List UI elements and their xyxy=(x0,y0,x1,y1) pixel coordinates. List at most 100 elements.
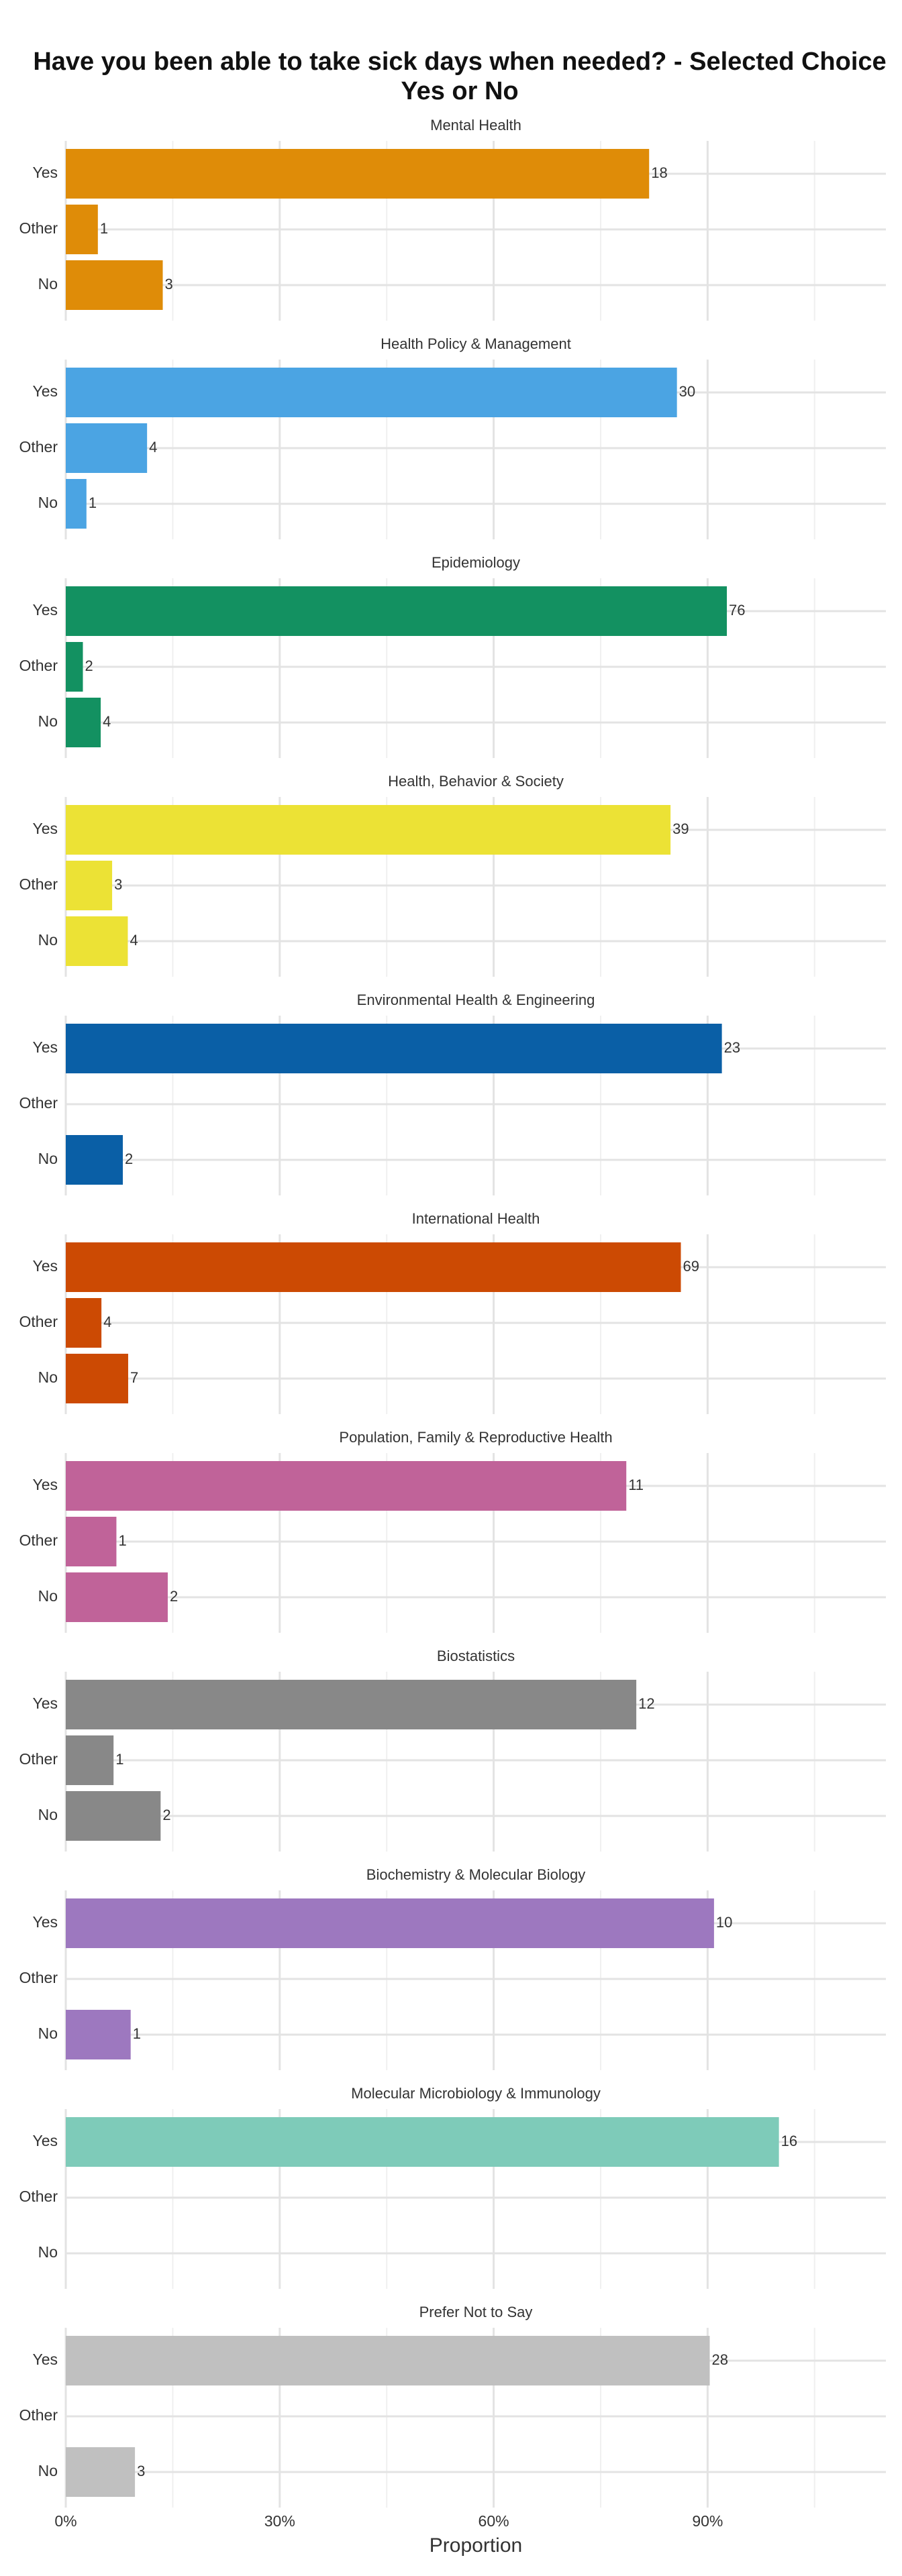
y-tick-label: Yes xyxy=(32,820,58,837)
facet-title: Mental Health xyxy=(430,117,521,133)
data-label: 1 xyxy=(115,1751,123,1768)
y-tick-label: Other xyxy=(19,219,58,237)
y-tick-label: Other xyxy=(19,1969,58,1986)
bar xyxy=(66,1791,161,1841)
y-tick-label: No xyxy=(38,2025,58,2042)
x-axis-label: Proportion xyxy=(430,2534,522,2557)
data-label: 11 xyxy=(628,1477,644,1493)
y-tick-label: Yes xyxy=(32,2132,58,2149)
bar xyxy=(66,698,101,747)
facet-title: Prefer Not to Say xyxy=(419,2304,533,2320)
y-tick-label: Yes xyxy=(32,1913,58,1931)
bar xyxy=(66,1572,168,1622)
data-label: 2 xyxy=(170,1588,178,1605)
y-tick-label: Other xyxy=(19,657,58,674)
y-tick-label: No xyxy=(38,2462,58,2479)
bar xyxy=(66,2010,131,2059)
bar xyxy=(66,1354,128,1403)
y-tick-label: Yes xyxy=(32,382,58,400)
data-label: 1 xyxy=(100,220,108,237)
facet-title: Biochemistry & Molecular Biology xyxy=(366,1866,585,1883)
y-tick-label: Yes xyxy=(32,1257,58,1275)
x-tick-label: 90% xyxy=(692,2512,723,2530)
y-tick-label: Yes xyxy=(32,164,58,181)
bar xyxy=(66,586,728,636)
data-label: 4 xyxy=(130,932,138,949)
bar xyxy=(66,1680,637,1729)
facet-title: Population, Family & Reproductive Health xyxy=(339,1429,612,1446)
bar xyxy=(66,479,87,529)
facet-title: Health, Behavior & Society xyxy=(388,773,564,790)
facet-title: Environmental Health & Engineering xyxy=(357,991,595,1008)
y-tick-label: Other xyxy=(19,1313,58,1330)
bar xyxy=(66,1898,714,1948)
bar xyxy=(66,149,650,199)
bar xyxy=(66,1024,722,1073)
y-tick-label: No xyxy=(38,1150,58,1167)
data-label: 4 xyxy=(149,439,157,455)
data-label: 7 xyxy=(130,1369,138,1386)
x-tick-label: 60% xyxy=(479,2512,509,2530)
y-tick-label: No xyxy=(38,494,58,511)
facet-title: Biostatistics xyxy=(437,1648,515,1664)
bar xyxy=(66,916,128,966)
data-label: 4 xyxy=(103,713,111,730)
data-label: 3 xyxy=(137,2463,145,2479)
bar xyxy=(66,2336,710,2385)
y-tick-label: Yes xyxy=(32,601,58,619)
y-tick-label: No xyxy=(38,2243,58,2261)
bar xyxy=(66,2117,779,2167)
y-tick-label: Other xyxy=(19,438,58,455)
chart-title: Have you been able to take sick days whe… xyxy=(33,48,887,105)
bar xyxy=(66,1242,681,1292)
bar xyxy=(66,368,677,417)
bar xyxy=(66,1461,627,1511)
bar xyxy=(66,205,98,254)
bar xyxy=(66,1735,114,1785)
y-tick-label: Yes xyxy=(32,1695,58,1712)
y-tick-label: Other xyxy=(19,1750,58,1768)
data-label: 2 xyxy=(162,1807,170,1823)
data-label: 2 xyxy=(85,657,93,674)
bar xyxy=(66,1298,102,1348)
facet-title: Health Policy & Management xyxy=(381,335,571,352)
data-label: 69 xyxy=(683,1258,699,1275)
y-tick-label: No xyxy=(38,1368,58,1386)
data-label: 30 xyxy=(679,383,695,400)
y-tick-label: Other xyxy=(19,2406,58,2424)
y-tick-label: No xyxy=(38,931,58,949)
y-tick-label: Yes xyxy=(32,1476,58,1493)
data-label: 1 xyxy=(133,2025,141,2042)
facet-title: International Health xyxy=(412,1210,540,1227)
y-tick-label: No xyxy=(38,1806,58,1823)
data-label: 12 xyxy=(638,1695,654,1712)
bar xyxy=(66,861,113,910)
bar xyxy=(66,2447,136,2497)
bar xyxy=(66,260,163,310)
bar xyxy=(66,805,671,855)
data-label: 1 xyxy=(118,1532,126,1549)
y-tick-label: Other xyxy=(19,1094,58,1112)
data-label: 28 xyxy=(712,2351,728,2368)
bar xyxy=(66,423,148,473)
y-tick-label: No xyxy=(38,1587,58,1605)
data-label: 18 xyxy=(651,164,667,181)
data-label: 4 xyxy=(103,1313,111,1330)
x-tick-label: 0% xyxy=(54,2512,77,2530)
x-tick-label: 30% xyxy=(264,2512,295,2530)
y-tick-label: Other xyxy=(19,2188,58,2205)
bar xyxy=(66,1135,123,1185)
data-label: 10 xyxy=(716,1914,732,1931)
y-tick-label: Yes xyxy=(32,2351,58,2368)
data-label: 76 xyxy=(729,602,745,619)
y-tick-label: No xyxy=(38,275,58,292)
bar xyxy=(66,1517,117,1566)
y-tick-label: Other xyxy=(19,875,58,893)
data-label: 3 xyxy=(114,876,122,893)
data-label: 23 xyxy=(724,1039,740,1056)
data-label: 2 xyxy=(125,1150,133,1167)
data-label: 16 xyxy=(781,2133,797,2149)
data-label: 1 xyxy=(89,494,97,511)
